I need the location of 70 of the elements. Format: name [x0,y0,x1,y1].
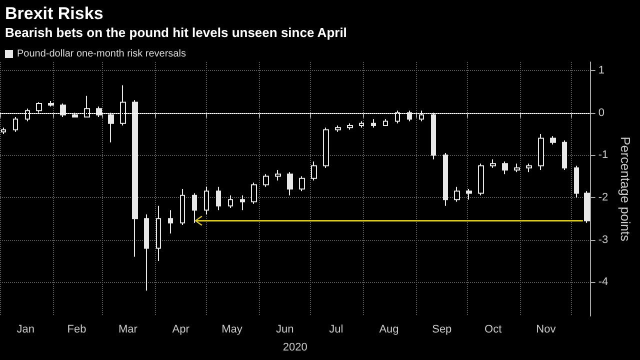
y-tick-label: 1 [598,64,604,76]
x-tick-label: May [222,324,243,336]
candlestick [251,182,257,204]
y-tick-label: -4 [598,276,608,288]
candlestick [550,136,556,146]
x-tick-label: Nov [536,324,556,336]
candlestick [335,125,341,132]
x-tick-label: Jun [276,324,294,336]
y-tick-label: -3 [598,234,608,246]
x-tick-label: Aug [379,324,399,336]
candlestick [144,214,149,292]
candlestick [311,160,317,182]
candlestick [502,160,508,175]
candlestick [574,165,579,198]
candlestick [263,174,269,188]
legend-label: Pound-dollar one-month risk reversals [17,48,186,60]
candlestick [228,194,233,209]
candlestick [72,112,78,118]
candlestick [13,116,18,132]
x-tick-label: Jan [16,324,34,336]
x-tick-label: Jul [329,324,344,336]
x-tick-label: Feb [67,324,86,336]
candlestick [168,210,173,234]
x-tick-label: Sep [432,324,452,336]
candlestick [48,100,54,107]
candlestick [562,140,567,170]
candlestick [395,110,400,124]
y-axis-title: Percentage points [618,136,633,242]
candlestick [108,112,114,143]
x-tick-label: Apr [172,324,190,336]
x-axis-title: 2020 [282,342,308,354]
candlestick [383,118,388,126]
candlestick [132,100,138,258]
candlestick [299,176,305,192]
candlestick [323,127,329,168]
candlestick [216,186,221,211]
x-tick-label: Oct [484,324,502,336]
candlestick [359,120,364,128]
candlestick [84,95,90,118]
candlestick [287,172,293,196]
candlestick [120,84,126,126]
candlestick [454,186,460,202]
candlestick [443,152,448,206]
candlestick [36,102,42,114]
candlestick [490,158,496,168]
candlestick [275,169,281,182]
candlestick [514,163,520,173]
candlestick [204,186,209,215]
candlestick [466,188,472,200]
candlestick [407,110,412,122]
candlestick [180,188,185,226]
candlestick [1,127,6,134]
candlestick [192,192,197,224]
y-tick-label: -1 [598,149,608,162]
candlestick [371,118,376,128]
y-tick-label: 0 [598,106,604,119]
candlestick [25,108,30,122]
x-tick-label: Mar [118,324,138,336]
candlestick [419,110,424,122]
y-tick-label: -2 [598,191,608,204]
candlestick [240,194,245,211]
candlestick [431,112,436,160]
candlestick [478,163,484,196]
chart-title: Brexit Risks [5,4,104,23]
chart-subtitle: Bearish bets on the pound hit levels unseen since April [5,25,347,40]
candlestick [526,163,532,173]
candlestick [538,133,544,170]
candlestick [347,122,353,130]
candlestick [156,205,161,262]
candlestick [60,102,66,118]
